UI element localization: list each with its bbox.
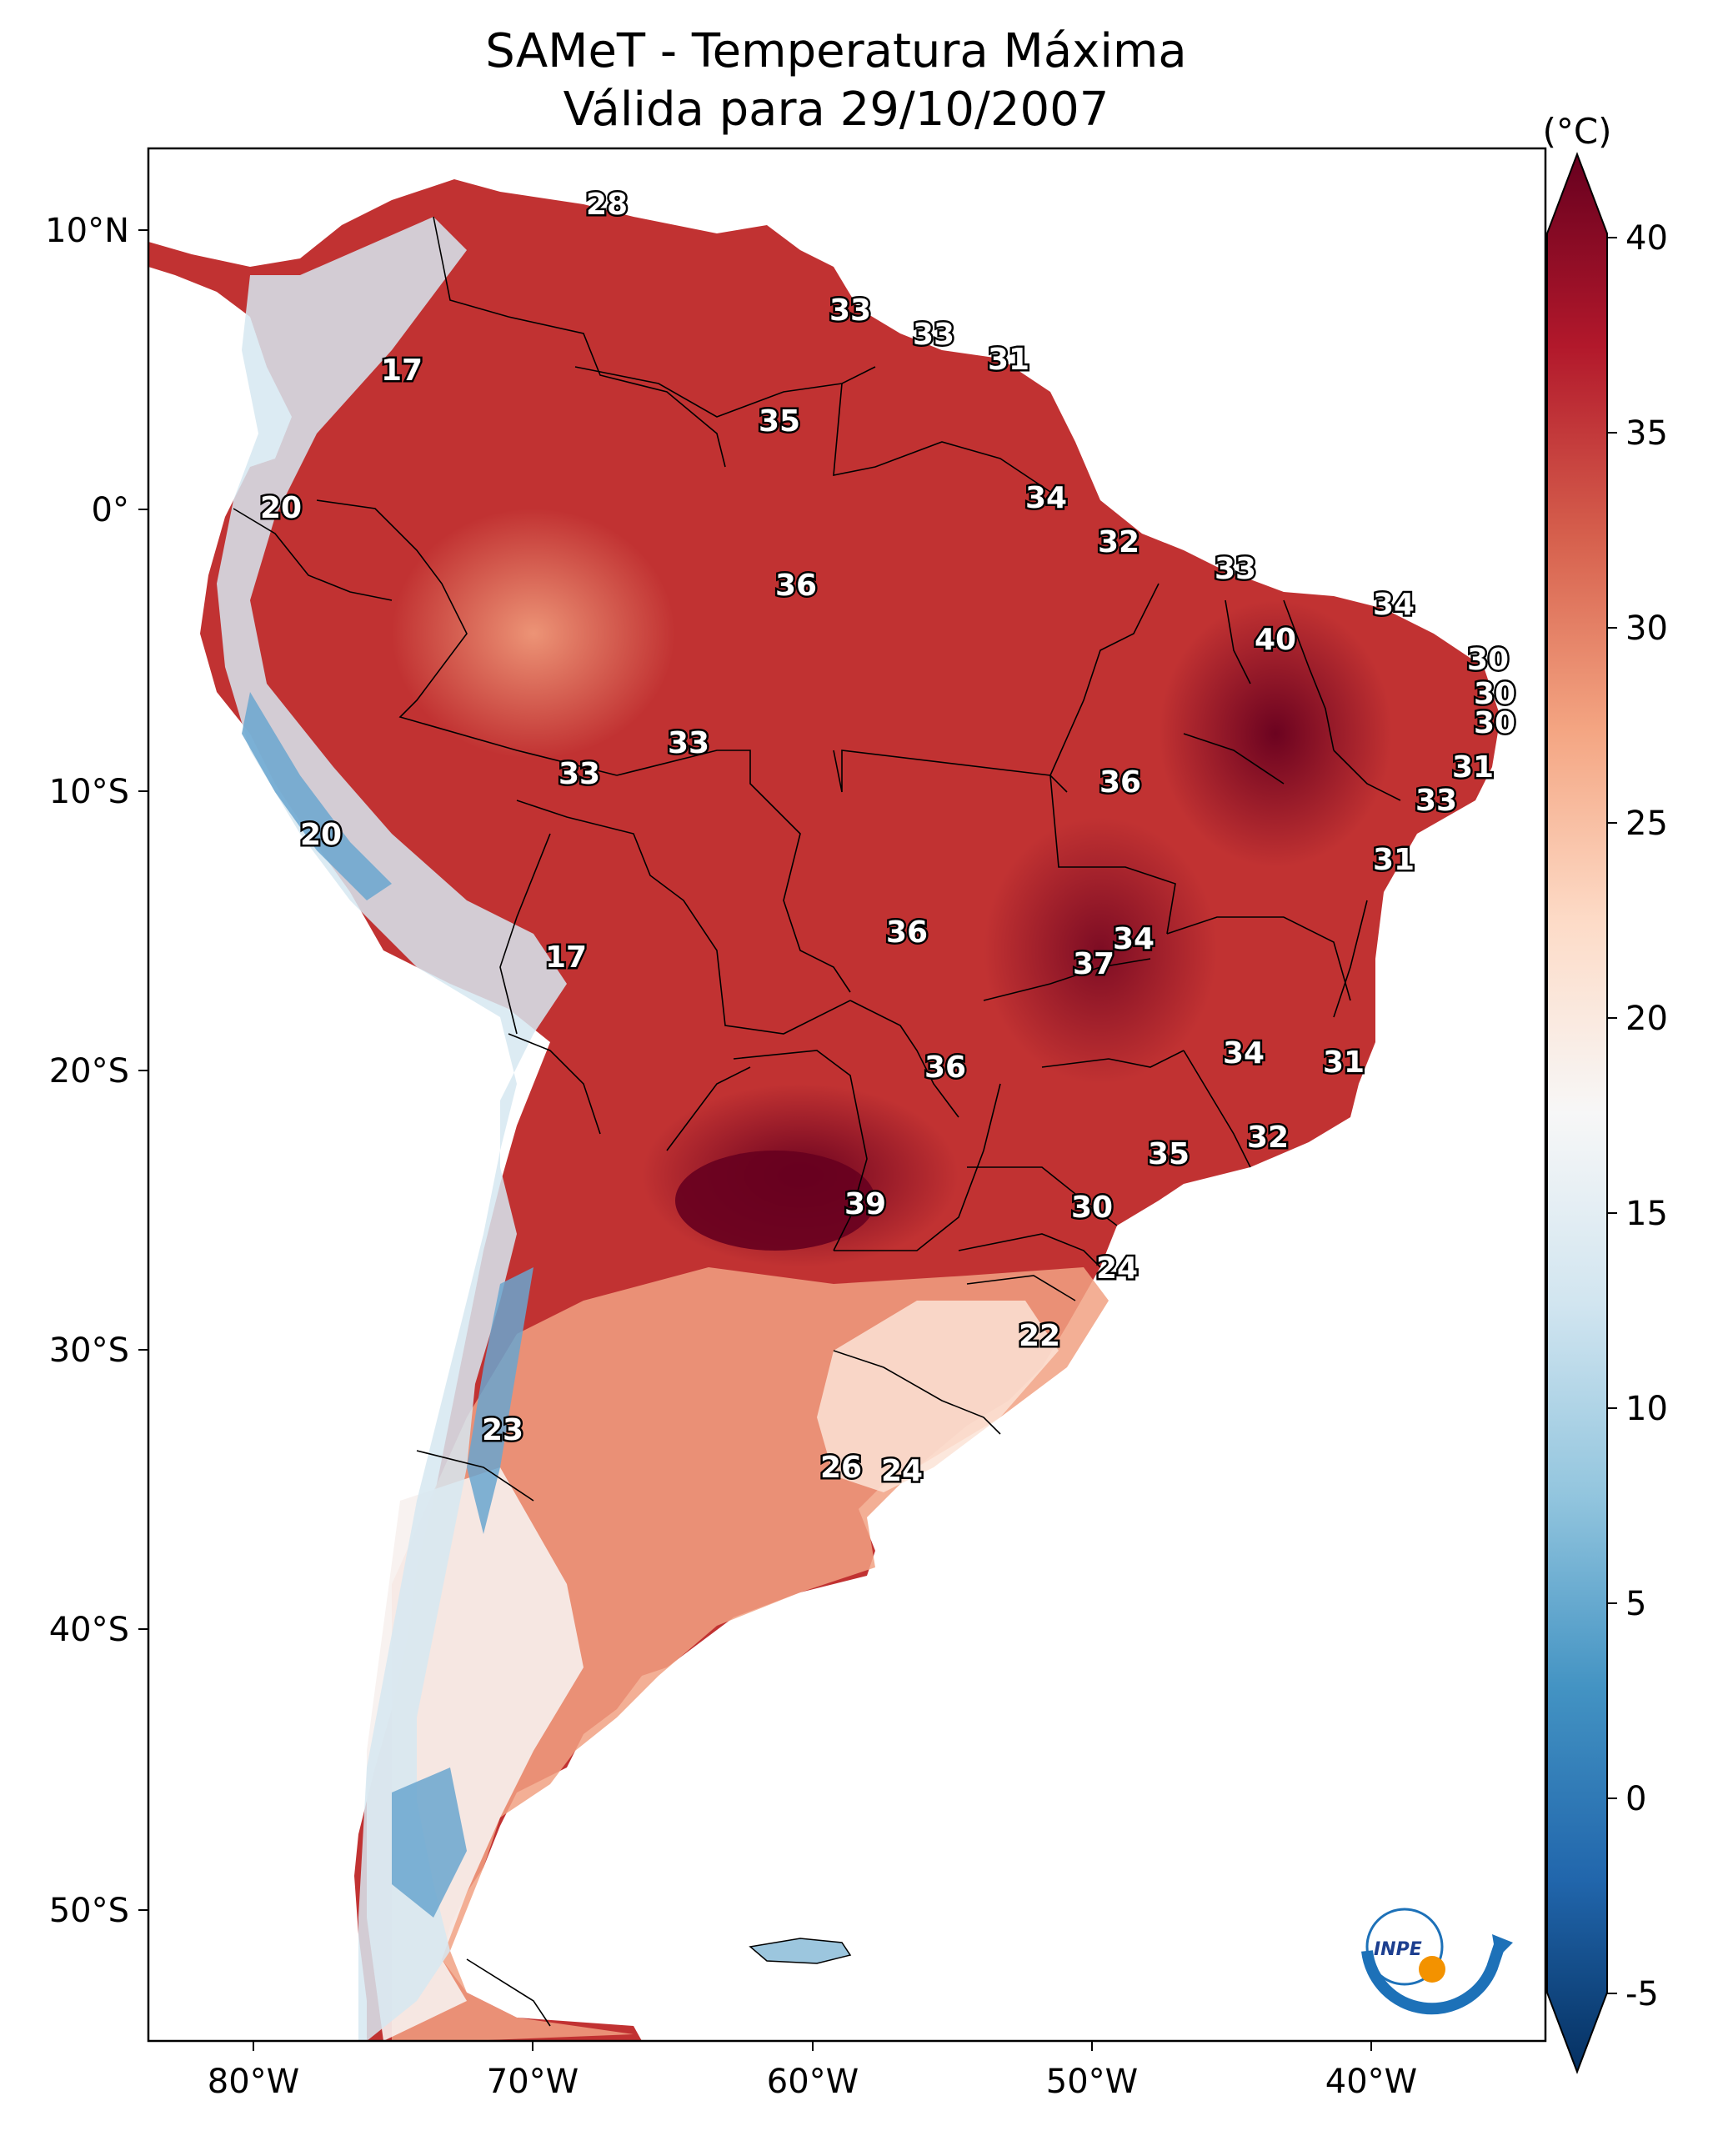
figure-title-line2: Válida para 29/10/2007 xyxy=(563,83,1109,137)
longitude-axis: 80°W 70°W 60°W 50°W 40°W xyxy=(208,2041,1417,2101)
inpe-logo-arrow-icon xyxy=(1492,1934,1513,1959)
contour-label: 36 xyxy=(886,915,928,950)
colorbar-body xyxy=(1546,152,1608,2074)
cbar-tick-label: -5 xyxy=(1625,1975,1659,2013)
contour-label: 23 xyxy=(482,1413,523,1447)
cbar-tick-label: 10 xyxy=(1625,1390,1668,1428)
contour-label: 33 xyxy=(668,726,709,760)
contour-label: 20 xyxy=(300,818,342,852)
contour-label: 34 xyxy=(1223,1036,1265,1070)
contour-label: 30 xyxy=(1071,1191,1113,1225)
contour-label: 34 xyxy=(1373,588,1415,622)
contour-label: 30 xyxy=(1474,677,1515,711)
contour-label: 30 xyxy=(1474,706,1515,740)
pampas-cooler-zone xyxy=(392,1267,1109,2041)
lat-tick-label: 50°S xyxy=(49,1892,129,1930)
contour-label: 33 xyxy=(913,318,954,352)
amazon-milder-zone xyxy=(392,509,675,759)
inpe-logo-arc xyxy=(1361,1940,1506,2015)
inpe-logo-text: INPE xyxy=(1374,1939,1422,1960)
cbar-tick-label: 5 xyxy=(1625,1585,1646,1623)
colorbar-unit: (°C) xyxy=(1542,111,1611,152)
lat-tick-label: 10°S xyxy=(49,773,129,811)
lat-tick-label: 20°S xyxy=(49,1052,129,1091)
cbar-tick-label: 20 xyxy=(1625,1000,1668,1038)
contour-label: 33 xyxy=(558,757,600,791)
contour-label: 26 xyxy=(820,1451,862,1485)
lon-tick-label: 50°W xyxy=(1046,2063,1138,2101)
contour-label: 36 xyxy=(775,569,817,603)
contour-label: 32 xyxy=(1247,1121,1289,1155)
lat-tick-label: 30°S xyxy=(49,1331,129,1370)
contour-label: 20 xyxy=(260,491,302,525)
lon-tick-label: 70°W xyxy=(487,2063,579,2101)
contour-label: 17 xyxy=(381,353,423,388)
contour-label: 31 xyxy=(988,343,1029,377)
lon-tick-label: 80°W xyxy=(208,2063,299,2101)
contour-label: 17 xyxy=(545,940,587,975)
contour-label: 33 xyxy=(1215,552,1256,586)
contour-label: 40 xyxy=(1255,623,1296,657)
inpe-logo-sun-icon xyxy=(1419,1956,1445,1983)
colorbar-ticks: 40 35 30 25 20 15 10 5 0 -5 xyxy=(1607,219,1668,2013)
hotspot-central xyxy=(984,817,1217,1084)
cbar-tick-label: 15 xyxy=(1625,1195,1668,1233)
lat-tick-label: 10°N xyxy=(45,212,129,250)
contour-label: 24 xyxy=(1096,1251,1138,1286)
contour-label: 34 xyxy=(1025,481,1067,515)
hotspot-northeast xyxy=(1159,600,1392,867)
political-borders xyxy=(233,216,1401,2027)
figure-title-line1: SAMeT - Temperatura Máxima xyxy=(485,24,1187,78)
lat-tick-label: 40°S xyxy=(49,1611,129,1649)
cbar-tick-label: 25 xyxy=(1625,805,1668,843)
cbar-tick-label: 30 xyxy=(1625,609,1668,648)
contour-label: 34 xyxy=(1113,922,1155,956)
lon-tick-label: 40°W xyxy=(1325,2063,1417,2101)
inpe-logo: INPE xyxy=(1361,1908,1513,2015)
lon-tick-label: 60°W xyxy=(767,2063,859,2101)
cbar-tick-label: 0 xyxy=(1625,1780,1646,1818)
contour-label: 22 xyxy=(1019,1319,1060,1353)
falkland-islands xyxy=(749,1938,852,1964)
contour-label: 31 xyxy=(1323,1045,1365,1080)
latitude-axis: 10°N 0° 10°S 20°S 30°S 40°S 50°S xyxy=(45,212,148,1930)
hotspot-chaco-core xyxy=(675,1151,875,1251)
andes-cold-zone xyxy=(217,217,567,2041)
inpe-logo-orbit xyxy=(1365,1908,1444,1986)
contour-label: 31 xyxy=(1452,750,1494,785)
contour-label: 33 xyxy=(829,293,871,328)
cbar-tick-label: 35 xyxy=(1625,414,1668,453)
contour-label: 28 xyxy=(586,188,628,222)
contour-label: 31 xyxy=(1373,843,1415,877)
contour-label: 35 xyxy=(759,404,800,439)
contour-label: 30 xyxy=(1467,643,1509,677)
map-frame xyxy=(147,147,1547,2043)
contour-label: 33 xyxy=(1415,784,1457,818)
contour-label: 24 xyxy=(881,1454,923,1488)
contour-label: 35 xyxy=(1148,1137,1190,1171)
contour-label: 39 xyxy=(844,1187,886,1221)
uruguay-pale-zone xyxy=(817,1301,1059,1492)
colorbar: (°C) 40 35 30 25 20 15 10 5 0 -5 xyxy=(1542,111,1668,2074)
contour-label: 37 xyxy=(1073,947,1114,981)
contour-label: 36 xyxy=(924,1050,966,1085)
contour-label: 32 xyxy=(1098,525,1139,559)
contour-label: 36 xyxy=(1099,765,1141,800)
cbar-tick-label: 40 xyxy=(1625,219,1668,258)
lat-tick-label: 0° xyxy=(92,491,129,529)
